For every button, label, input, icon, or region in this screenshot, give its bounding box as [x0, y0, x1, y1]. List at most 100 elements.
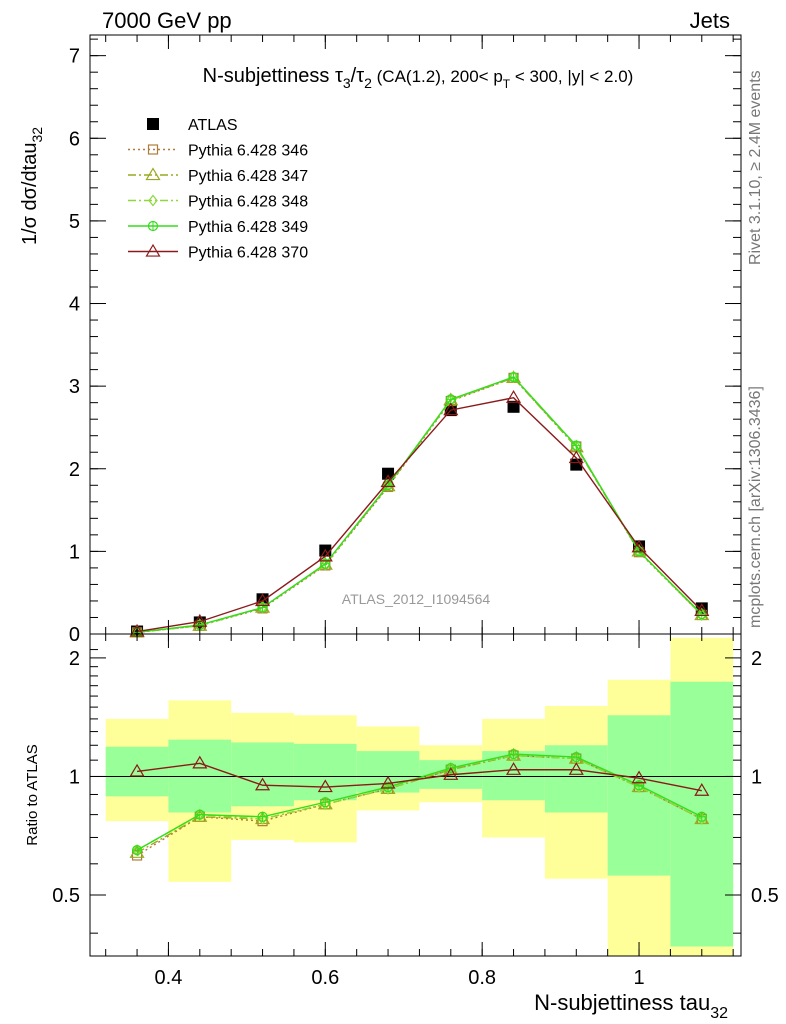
ratio-series-3: [131, 748, 707, 856]
green-band: [293, 743, 357, 801]
ratio-point: [192, 755, 208, 769]
data-point: [320, 558, 331, 571]
ratio-point: [257, 811, 268, 822]
data-point: [508, 371, 519, 383]
legend-entry: Pythia 6.428 346: [128, 143, 308, 160]
series-4: [131, 371, 707, 638]
data-point: [507, 400, 520, 413]
ratio-point: [633, 780, 645, 791]
data-point: [382, 467, 395, 480]
y-tick-label: 7: [69, 46, 80, 68]
ratio-frame: [89, 633, 742, 957]
legend-marker: [145, 243, 161, 257]
data-point: [696, 609, 707, 620]
ratio-panel: 0.5 0.5 1 1 2 2 0.4 0.6 0.8 1 Ratio to ATLAS N-su…: [24, 633, 779, 1022]
x-tick-label: 0.8: [468, 967, 496, 989]
ratio-line: [136, 754, 703, 851]
legend-marker: [147, 220, 159, 232]
ratio-point: [631, 770, 647, 784]
y-tick-label: 3: [69, 376, 80, 398]
main-panel: 0 1 2 3 4 5 6 7 N-subjettiness τ3/τ2 (CA(1.2), …: [19, 34, 742, 646]
ratio-point: [571, 751, 582, 763]
data-point: [255, 593, 271, 607]
mcplots-label: mcplots.cern.ch [arXiv:1306.3436]: [747, 386, 764, 628]
series-line: [136, 376, 703, 634]
ratio-line: [136, 762, 702, 792]
series-5: [129, 390, 710, 637]
ratio-line: [136, 754, 703, 857]
ratio-point: [443, 767, 459, 780]
x-tick-label: 0.6: [311, 967, 339, 989]
green-band: [607, 715, 671, 876]
ratio-y-tick-label-right: 2: [751, 648, 762, 670]
data-point: [697, 609, 707, 621]
ratio-point: [131, 845, 143, 856]
x-tick-label: 0.4: [155, 967, 183, 989]
ratio-point: [380, 775, 396, 789]
legend-entry: Pythia 6.428 348: [128, 194, 308, 211]
data-point: [631, 539, 647, 553]
legend-marker: [145, 167, 161, 181]
header-left: 7000 GeV pp: [102, 8, 232, 33]
ratio-point: [194, 809, 205, 820]
green-band: [105, 746, 169, 797]
ratio-point: [505, 762, 522, 775]
data-point: [257, 602, 268, 613]
ratio-y-tick-label-right: 1: [751, 766, 762, 788]
main-title: N-subjettiness τ3/τ2 (CA(1.2), 200< pT <…: [203, 65, 634, 91]
data-point: [568, 450, 584, 464]
ratio-y-tick-label: 0.5: [52, 885, 80, 907]
ratio-point: [508, 748, 519, 760]
series-line: [136, 377, 703, 634]
x-axis-label: N-subjettiness tau32: [534, 990, 728, 1022]
legend-label: Pythia 6.428 347: [188, 168, 308, 185]
ratio-point: [696, 811, 707, 822]
legend-marker: [148, 194, 158, 207]
legend-marker: [147, 144, 159, 155]
legend-label: Pythia 6.428 370: [188, 245, 308, 262]
ratio-ylabel: Ratio to ATLAS: [24, 744, 41, 845]
legend-entry: ATLAS: [147, 117, 238, 134]
ratio-point: [694, 783, 710, 796]
ratio-point: [697, 812, 707, 825]
ratio-line: [136, 753, 703, 851]
data-point: [380, 474, 396, 488]
legend-entry: Pythia 6.428 347: [128, 167, 308, 185]
ratio-point: [255, 777, 271, 791]
watermark: ATLAS_2012_I1094564: [342, 591, 491, 607]
ratio-y-tick-label: 2: [69, 648, 80, 670]
main-ylabel: 1/σ dσ/dtau32: [19, 127, 45, 245]
x-tick-label: 1: [633, 967, 644, 989]
data-point: [192, 613, 208, 627]
y-tick-label: 6: [69, 128, 80, 150]
legend-marker: [147, 118, 159, 130]
y-tick-label: 0: [69, 624, 80, 646]
y-tick-label: 5: [69, 211, 80, 233]
green-band: [231, 742, 294, 807]
ratio-y-tick-label-right: 0.5: [751, 885, 779, 907]
data-point: [317, 548, 333, 562]
header-right: Jets: [690, 8, 730, 33]
ratio-point: [317, 779, 333, 793]
data-point: [505, 390, 522, 403]
legend-label: ATLAS: [188, 117, 238, 134]
data-point: [571, 440, 582, 451]
y-tick-label: 2: [69, 459, 80, 481]
legend-entry: Pythia 6.428 370: [128, 243, 308, 262]
ratio-y-tick-label: 1: [69, 766, 80, 788]
data-point: [694, 603, 710, 617]
ratio-series-4: [129, 755, 710, 796]
y-tick-label: 4: [69, 294, 80, 316]
y-tick-label: 1: [69, 541, 80, 563]
ratio-point: [129, 763, 145, 777]
series-line: [136, 396, 703, 633]
legend: ATLAS Pythia 6.428 346 Pythia 6.428 347 Pyt…: [128, 117, 308, 262]
ratio-point: [320, 797, 331, 808]
legend-label: Pythia 6.428 348: [188, 194, 308, 211]
legend-label: Pythia 6.428 346: [188, 143, 308, 160]
ratio-point: [568, 762, 584, 775]
rivet-label: Rivet 3.1.10, ≥ 2.4M events: [747, 70, 764, 265]
legend-entry: Pythia 6.428 349: [128, 219, 308, 236]
data-point: [443, 402, 459, 416]
